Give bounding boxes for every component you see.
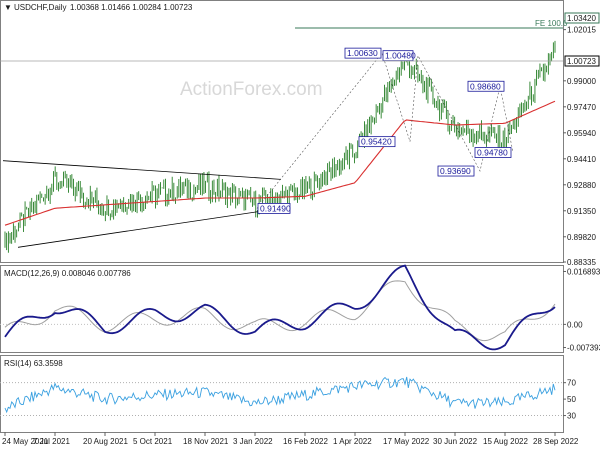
- macd-tick-label: 0.00: [567, 320, 583, 329]
- x-tick-label: 16 Feb 2022: [283, 437, 328, 446]
- x-tick-label: 20 Aug 2021: [83, 437, 128, 446]
- level-label-box: [474, 147, 512, 158]
- fe-price-text: 1.03420: [567, 14, 596, 23]
- level-label: 0.98680: [470, 81, 501, 91]
- channel-lower-line: [17, 207, 282, 248]
- x-tick-label: 28 Sep 2022: [533, 437, 579, 446]
- level-label: 1.00630: [347, 48, 378, 58]
- x-tick-label: 7 Jul 2021: [33, 437, 70, 446]
- price-tick-label: 0.92880: [567, 181, 596, 190]
- macd-tick-label: 0.016893: [567, 267, 600, 276]
- macd-tick-label: -0.007393: [567, 344, 600, 353]
- moving-average-line: [4, 100, 556, 226]
- rsi-title: RSI(14) 63.3598: [4, 359, 63, 368]
- price-tick-label: 0.97470: [567, 103, 596, 112]
- fe-label: FE 100.0: [535, 19, 568, 28]
- rsi-line: [4, 376, 556, 414]
- current-price-box: [564, 55, 600, 67]
- x-tick-label: 3 Jan 2022: [233, 437, 273, 446]
- price-panel[interactable]: [0, 0, 564, 263]
- macd-panel[interactable]: [0, 265, 564, 353]
- rsi-tick-label: 30: [567, 412, 576, 421]
- x-tick-label: 5 Oct 2021: [133, 437, 173, 446]
- level-label-box: [344, 47, 382, 59]
- level-label-box: [437, 165, 475, 177]
- price-tick-label: 0.89820: [567, 233, 596, 242]
- fe-price-box: [564, 12, 600, 24]
- axis-layer: 1.02015 0.99000 0.97470 0.95940 0.94410 0.928…: [2, 26, 600, 446]
- level-label: 0.93690: [440, 166, 471, 176]
- rsi-tick-label: 50: [567, 395, 576, 404]
- macd-layer: [0, 264, 563, 351]
- price-layer: 1.00630 1.00480 0.98680 0.95420 0.94780 0.936…: [2, 40, 556, 253]
- level-label-box: [257, 203, 291, 214]
- level-label: 0.91490: [260, 203, 291, 213]
- current-price-text: 1.00723: [567, 57, 596, 66]
- macd-title: MACD(12,26,9) 0.008046 0.007786: [4, 269, 131, 278]
- level-label-box: [358, 136, 396, 148]
- macd-main-line: [4, 264, 556, 351]
- rsi-tick-label: 70: [567, 379, 576, 388]
- rsi-layer: [0, 376, 563, 417]
- x-tick-label: 30 Jun 2022: [433, 437, 478, 446]
- price-tick-label: 0.94410: [567, 155, 596, 164]
- channel-upper-line: [2, 160, 282, 180]
- price-tick-label: 0.99000: [567, 77, 596, 86]
- x-tick-label: 24 May 2021: [2, 437, 49, 446]
- x-tick-label: 15 Aug 2022: [483, 437, 528, 446]
- dropdown-triangle-icon[interactable]: ▼: [4, 3, 12, 12]
- price-tick-label: 0.95940: [567, 129, 596, 138]
- level-label: 0.94780: [477, 148, 508, 158]
- price-tick-label: 1.02015: [567, 26, 596, 35]
- level-label: 0.95420: [361, 137, 392, 147]
- watermark: ActionForex.com: [180, 79, 323, 100]
- price-tick-label: 0.88335: [567, 258, 596, 267]
- level-label: 1.00480: [385, 51, 416, 61]
- x-tick-label: 17 May 2022: [383, 437, 430, 446]
- level-label-box: [467, 80, 505, 92]
- macd-signal-line: [4, 280, 556, 342]
- price-tick-label: 0.91350: [567, 207, 596, 216]
- x-tick-label: 18 Nov 2021: [183, 437, 229, 446]
- x-tick-label: 1 Apr 2022: [333, 437, 372, 446]
- ohlc-readout: 1.00368 1.01466 1.00284 1.00723: [70, 3, 193, 12]
- symbol-label: USDCHF,Daily: [14, 3, 66, 12]
